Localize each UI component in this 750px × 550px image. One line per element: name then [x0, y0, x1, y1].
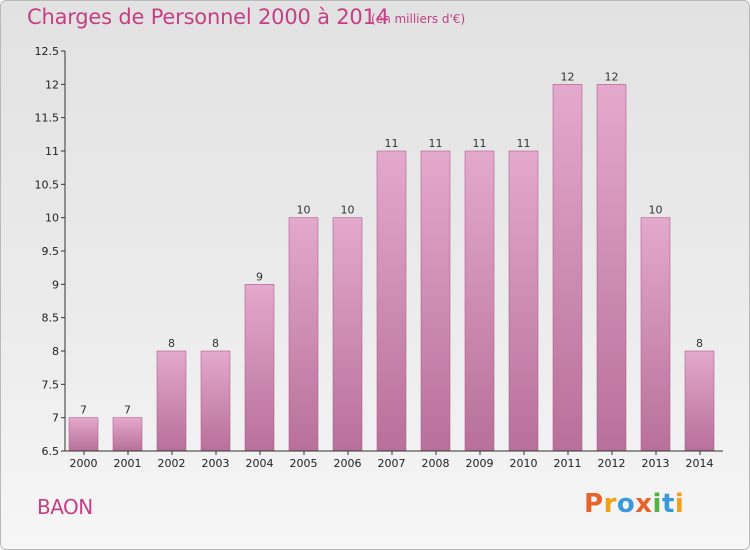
y-tick-label: 11	[45, 145, 59, 158]
logo-letter: i	[674, 489, 685, 519]
x-tick-label: 2012	[598, 457, 626, 470]
bar-value-label: 10	[341, 204, 355, 217]
bar-2000	[68, 417, 99, 452]
bar-value-label: 12	[561, 70, 575, 83]
bar-2006	[332, 217, 363, 452]
logo-letter: x	[635, 489, 653, 519]
x-tick-label: 2007	[378, 457, 406, 470]
bar-2010	[508, 150, 539, 452]
x-tick-label: 2004	[246, 457, 274, 470]
proxiti-logo[interactable]: Proxiti	[584, 489, 684, 519]
logo-letter: i	[652, 489, 662, 519]
y-tick-label: 8.5	[42, 312, 60, 325]
bar-2014	[684, 350, 715, 452]
x-tick-label: 2003	[202, 457, 230, 470]
y-axis: 6.5 7 7.5 8 8.5 9 9.5 10 10.5 11 11.5 12 12.5	[35, 45, 66, 458]
bar-value-label: 7	[80, 404, 87, 417]
y-tick-label: 10.5	[35, 178, 60, 191]
bar-value-label: 12	[605, 70, 619, 83]
y-tick-label: 11.5	[35, 112, 60, 125]
bar-2003	[200, 350, 231, 452]
y-tick-label: 9	[52, 278, 59, 291]
bar-2012	[596, 84, 627, 452]
bar-2005	[288, 217, 319, 452]
bar-value-label: 11	[473, 137, 487, 150]
bar-2008	[420, 150, 451, 452]
bar-value-label: 10	[297, 204, 311, 217]
x-tick-label: 2005	[290, 457, 318, 470]
bar-value-label: 8	[212, 337, 219, 350]
x-tick-label: 2008	[422, 457, 450, 470]
x-tick-label: 2010	[510, 457, 538, 470]
x-tick-label: 2001	[114, 457, 142, 470]
y-tick-label: 12	[45, 78, 59, 91]
chart-title: Charges de Personnel 2000 à 2014	[27, 5, 389, 29]
bar-value-label: 7	[124, 404, 131, 417]
logo-letter: t	[661, 489, 675, 519]
x-tick-label: 2000	[70, 457, 98, 470]
bar-value-label: 8	[168, 337, 175, 350]
bars: 7 7 8 8 9 10 10 11 11 11 11 12 12 10 8	[68, 70, 715, 452]
x-tick-label: 2009	[466, 457, 494, 470]
bar-value-label: 9	[256, 270, 263, 283]
chart-subtitle: (en milliers d'€)	[371, 12, 466, 26]
bar-value-label: 8	[696, 337, 703, 350]
logo-letter: r	[603, 489, 617, 519]
bar-value-label: 11	[385, 137, 399, 150]
bar-2009	[464, 150, 495, 452]
bar-value-label: 10	[649, 204, 663, 217]
bar-2001	[112, 417, 143, 452]
y-tick-label: 9.5	[42, 245, 60, 258]
x-axis: 2000 2001 2002 2003 2004 2005 2006 2007 2008 2009…	[65, 450, 723, 470]
x-tick-label: 2013	[642, 457, 670, 470]
bar-2002	[156, 350, 187, 452]
y-tick-label: 6.5	[42, 445, 60, 458]
bar-2007	[376, 150, 407, 452]
bar-2011	[552, 84, 583, 452]
x-tick-label: 2006	[334, 457, 362, 470]
place-name: BAON	[37, 495, 93, 519]
x-tick-label: 2014	[686, 457, 714, 470]
x-tick-label: 2002	[158, 457, 186, 470]
bar-value-label: 11	[517, 137, 531, 150]
bar-2004	[244, 284, 275, 452]
y-tick-label: 8	[52, 345, 59, 358]
y-tick-label: 7.5	[42, 378, 60, 391]
x-tick-label: 2011	[554, 457, 582, 470]
bar-2013	[640, 217, 671, 452]
logo-letter: P	[584, 489, 604, 519]
logo-letter: o	[616, 489, 636, 519]
bar-value-label: 11	[429, 137, 443, 150]
y-tick-label: 10	[45, 212, 59, 225]
y-tick-label: 7	[52, 412, 59, 425]
y-tick-label: 12.5	[35, 45, 60, 58]
